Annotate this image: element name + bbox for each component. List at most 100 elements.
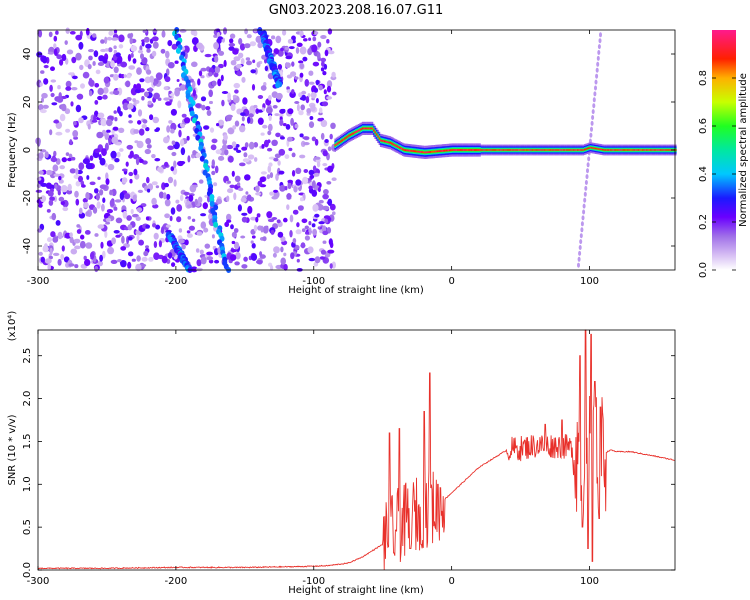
heatmap-cell: [178, 129, 182, 138]
heatmap-cell: [52, 236, 59, 243]
heatmap-signal-cell: [388, 141, 390, 144]
heatmap-cell: [297, 205, 304, 211]
heatmap-cell: [113, 206, 118, 211]
heatmap-signal-cell: [359, 129, 361, 131]
heatmap-cell: [86, 175, 90, 180]
heatmap-signal-cell: [392, 143, 394, 146]
heatmap-signal-cell: [595, 147, 597, 150]
heatmap-signal-cell: [520, 149, 523, 151]
heatmap-cell: [53, 35, 58, 42]
heatmap-cell: [288, 147, 293, 152]
heatmap-cell: [330, 122, 336, 129]
heatmap-cell: [146, 176, 150, 184]
heatmap-cell: [73, 136, 78, 140]
heatmap-signal-cell: [545, 149, 547, 151]
heatmap-cell: [105, 217, 112, 222]
heatmap-signal-cell: [386, 141, 389, 143]
heatmap-cell: [97, 112, 105, 119]
heatmap-signal-cell: [476, 149, 479, 151]
heatmap-signal-cell: [546, 149, 549, 151]
heatmap-cell: [151, 36, 159, 42]
heatmap-cell: [104, 36, 108, 44]
heatmap-cell: [88, 55, 93, 61]
heatmap-signal-cell: [400, 147, 403, 150]
heatmap-cell: [291, 170, 296, 177]
heatmap-cell: [233, 147, 239, 151]
heatmap-cell: [174, 88, 181, 97]
heatmap-cell: [152, 116, 160, 124]
heatmap-cell: [127, 224, 133, 231]
heatmap-signal-cell: [603, 149, 605, 151]
heatmap-cell: [55, 131, 63, 136]
heatmap-cell: [65, 80, 72, 88]
heatmap-cell: [100, 118, 107, 127]
heatmap-cell: [124, 193, 131, 200]
heatmap-cell: [259, 176, 266, 183]
heatmap-cell: [214, 259, 220, 264]
heatmap-cell: [301, 218, 308, 224]
heatmap-signal-cell: [413, 150, 415, 152]
heatmap-signal-cell: [557, 149, 560, 151]
heatmap-cell: [241, 212, 248, 216]
x-tick-label: -200: [165, 576, 188, 587]
heatmap-signal-cell: [512, 149, 514, 151]
heatmap-cell: [136, 234, 140, 242]
heatmap-cell: [55, 30, 59, 35]
heatmap-cell: [152, 223, 157, 228]
heatmap-signal-cell: [357, 129, 360, 132]
heatmap-cell: [301, 90, 307, 95]
heatmap-signal-cell: [644, 149, 647, 151]
heatmap-cell: [295, 229, 302, 235]
heatmap-signal-cell: [341, 139, 343, 142]
heatmap-cell: [234, 241, 240, 250]
heatmap-signal-cell: [568, 149, 571, 151]
heatmap-cell: [158, 240, 162, 248]
heatmap-signal-cell: [345, 136, 348, 139]
heatmap-cell: [164, 182, 169, 188]
heatmap-cell: [272, 105, 278, 109]
heatmap-cell: [106, 209, 113, 214]
heatmap-cell: [188, 194, 194, 202]
heatmap-cell: [119, 192, 125, 200]
heatmap-faint-cell: [594, 79, 598, 85]
heatmap-signal-cell: [606, 149, 608, 151]
heatmap-cell: [206, 110, 212, 116]
heatmap-cell: [44, 258, 52, 264]
heatmap-cell: [115, 217, 123, 224]
heatmap-cell: [187, 204, 193, 209]
heatmap-faint-cell: [586, 162, 590, 168]
heatmap-cell: [87, 64, 92, 70]
heatmap-cell: [232, 125, 237, 130]
heatmap-cell: [113, 66, 119, 74]
heatmap-cell: [161, 30, 166, 38]
heatmap-signal-cell: [549, 149, 552, 151]
heatmap-cell: [293, 185, 298, 193]
heatmap-cell: [303, 142, 310, 146]
heatmap-cell: [163, 192, 167, 200]
heatmap-cell: [197, 78, 201, 86]
heatmap-signal-cell: [628, 149, 630, 151]
heatmap-cell: [229, 38, 234, 44]
snr-line: [37, 329, 675, 571]
heatmap-faint-cell: [582, 209, 586, 215]
heatmap-cell: [286, 74, 293, 79]
heatmap-cell: [169, 215, 173, 222]
heatmap-cell: [53, 119, 60, 124]
heatmap-signal-cell: [601, 149, 604, 151]
heatmap-cell: [267, 218, 275, 223]
heatmap-cell: [40, 256, 45, 263]
heatmap-cell: [259, 251, 263, 257]
heatmap-cell: [229, 33, 236, 39]
heatmap-cell: [209, 100, 213, 105]
heatmap-cell: [287, 108, 294, 115]
heatmap-signal-cell: [658, 149, 661, 151]
heatmap-cell: [57, 190, 61, 196]
heatmap-faint-cell: [578, 245, 582, 250]
heatmap-cell: [71, 156, 76, 161]
heatmap-cell: [147, 188, 151, 193]
heatmap-signal-cell: [618, 149, 621, 151]
heatmap-faint-cell: [587, 156, 591, 162]
heatmap-cell: [241, 146, 248, 151]
heatmap-cell: [287, 179, 294, 183]
heatmap-cell: [280, 136, 285, 140]
